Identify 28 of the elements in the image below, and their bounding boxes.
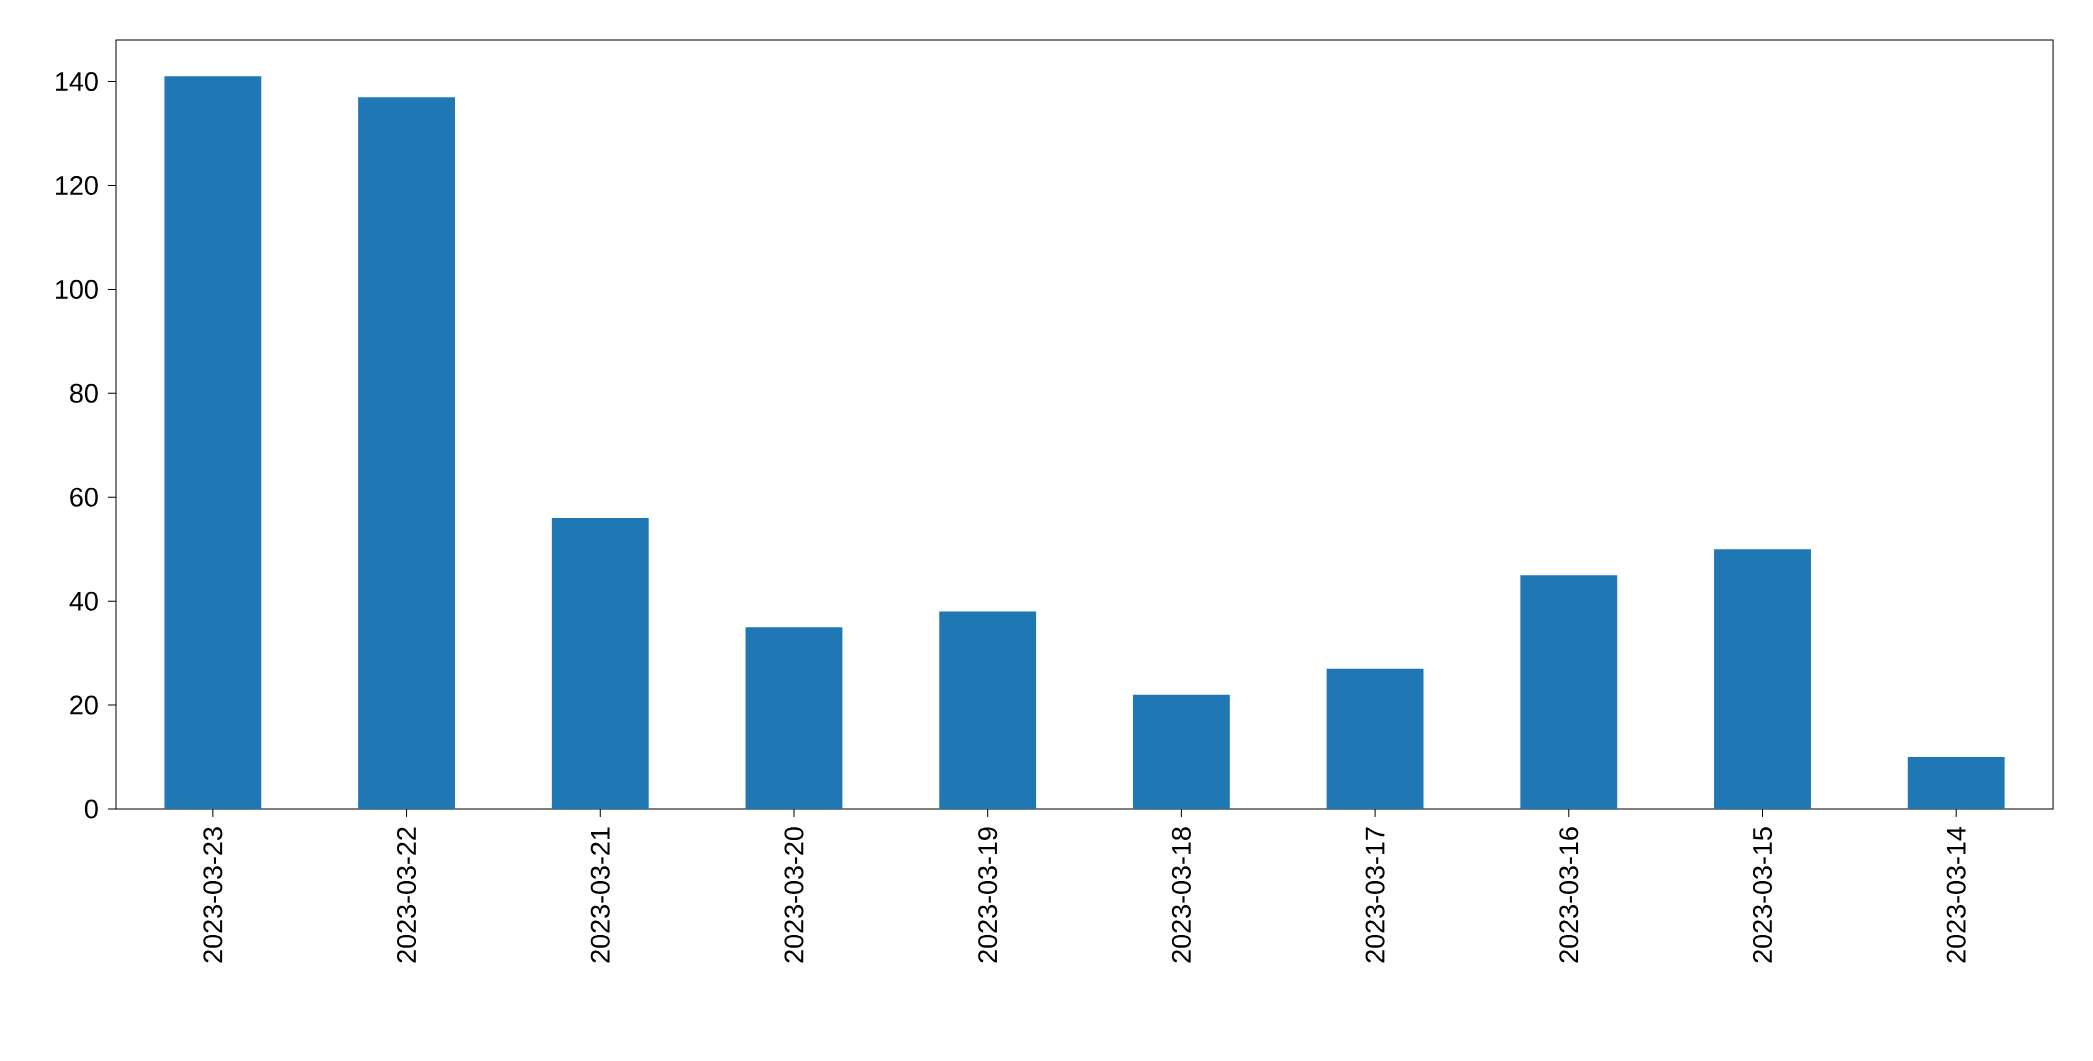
x-tick-label: 2023-03-21 [590,827,610,963]
y-tick-label: 140 [56,72,98,92]
y-tick-label: 0 [84,799,98,819]
x-tick-label: 2023-03-20 [784,827,804,963]
y-tick-label: 40 [69,591,98,611]
x-tick-label: 2023-03-18 [1171,827,1191,963]
y-tick-label: 120 [56,175,98,195]
bar [1132,694,1230,809]
x-tick-label: 2023-03-14 [1946,826,1966,963]
y-tick-label: 80 [70,383,98,403]
x-tick-label: 2023-03-23 [203,827,223,963]
bar [1714,549,1811,809]
bar [551,518,649,809]
x-tick-label: 2023-03-16 [1559,827,1579,963]
bar [164,76,262,809]
x-tick-label: 2023-03-22 [397,827,417,963]
bar [358,97,455,809]
bar [939,611,1037,809]
y-tick-label: 100 [56,279,98,299]
bar [745,627,843,809]
x-tick-label: 2023-03-17 [1365,827,1385,963]
y-tick-label: 20 [70,695,98,715]
x-tick-label: 2023-03-19 [978,827,998,963]
bar [1520,575,1618,809]
x-tick-label: 2023-03-15 [1752,827,1773,963]
bar [1326,668,1424,809]
y-tick-label: 60 [70,487,98,507]
bar [1907,757,2005,809]
